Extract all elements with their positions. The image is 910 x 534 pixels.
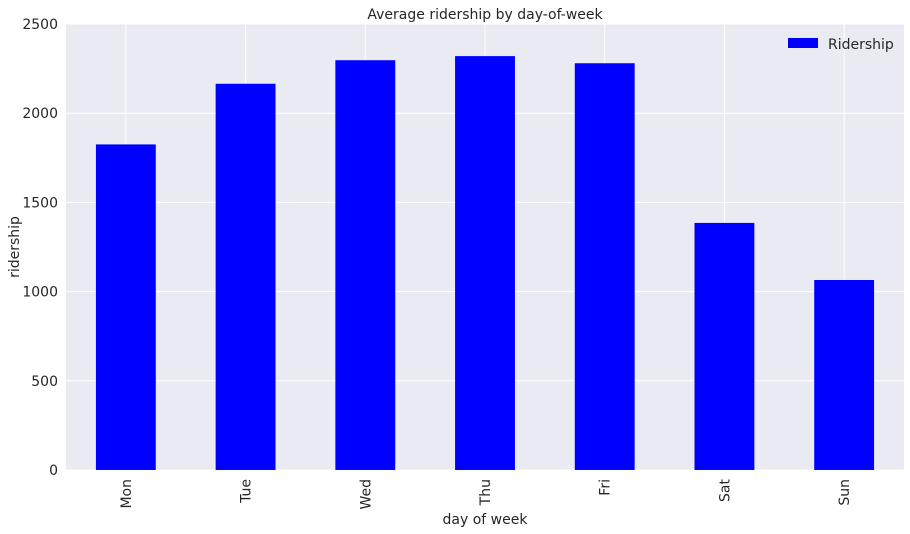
y-tick-label: 2500 [22,17,58,33]
y-tick-label: 2000 [22,106,58,122]
x-tick-label-fri: Fri [598,479,614,496]
legend-label: Ridership [828,37,894,53]
y-axis-label: ridership [7,216,23,278]
bar-mon [95,144,156,471]
bar-sun [814,280,875,470]
bar-thu [455,56,515,470]
bar-wed [335,60,396,470]
chart-title: Average ridership by day-of-week [367,7,603,23]
bar-sat [694,222,755,470]
legend: Ridership [788,37,894,53]
x-tick-label-wed: Wed [358,479,374,510]
y-tick-label: 500 [31,374,58,390]
x-tick-label-tue: Tue [239,479,255,504]
bars [95,56,875,471]
x-axis-label: day of week [443,512,529,528]
x-tick-labels: Mon Tue Wed Thu Fri Sat Sun [119,479,853,510]
bar-tue [215,83,276,470]
legend-swatch [788,38,818,48]
y-tick-label: 1500 [22,195,58,211]
y-tick-label: 1000 [22,285,58,301]
bar-fri [574,63,635,471]
x-tick-label-sun: Sun [837,479,853,506]
y-tick-label: 0 [49,463,58,479]
x-tick-label-thu: Thu [478,479,494,506]
x-tick-label-sat: Sat [717,479,733,502]
x-tick-label-mon: Mon [119,479,135,509]
y-tick-labels: 0 500 1000 1500 2000 2500 [22,17,58,479]
